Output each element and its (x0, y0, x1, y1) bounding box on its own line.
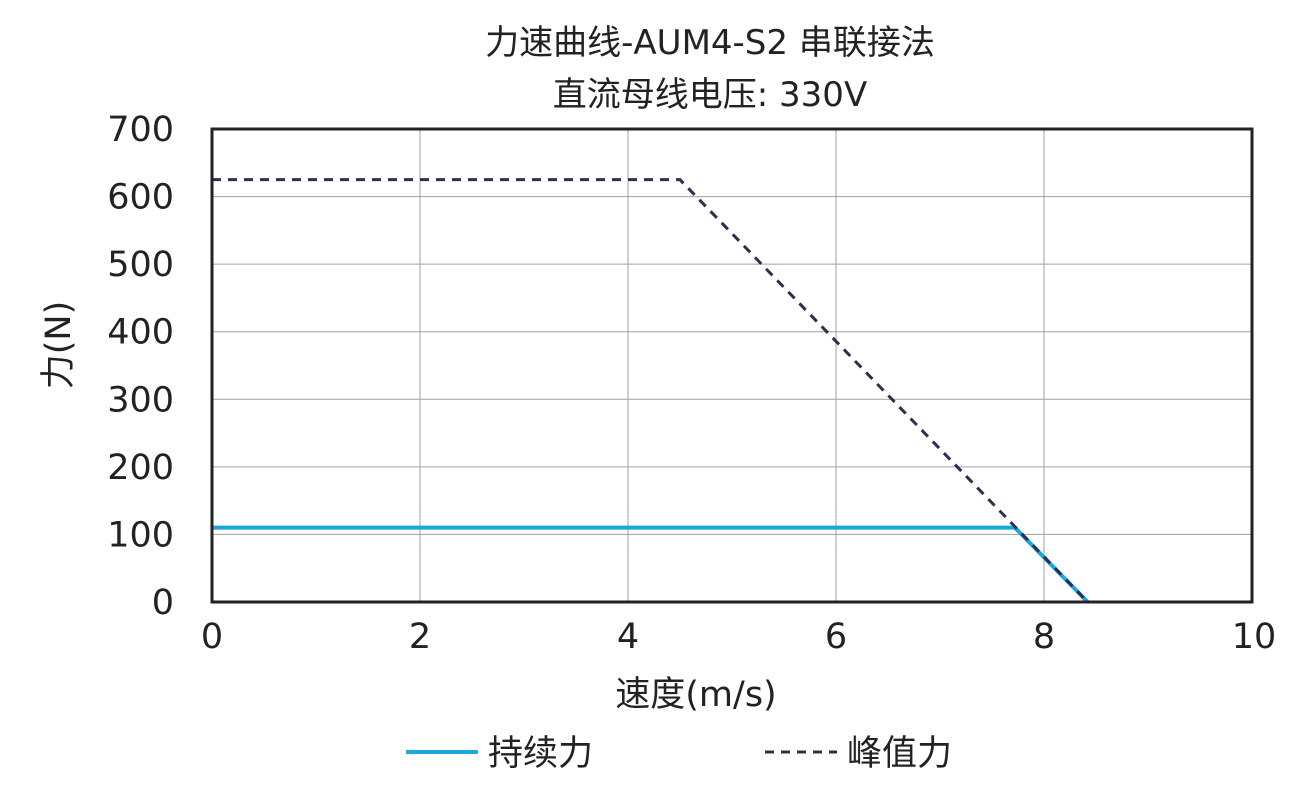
y-tick-label: 600 (107, 178, 174, 218)
legend: 持续力 峰值力 (406, 734, 952, 774)
y-tick-label: 700 (107, 110, 174, 150)
legend-label: 持续力 (488, 734, 593, 774)
x-tick-label: 6 (825, 617, 847, 657)
legend-label: 峰值力 (847, 734, 952, 774)
x-tick-label: 2 (409, 617, 431, 657)
grid-lines (211, 128, 1253, 603)
plot-frame (210, 127, 1254, 604)
y-tick-label: 100 (107, 515, 174, 555)
y-axis-label: 力(N) (39, 301, 79, 390)
y-tick-labels: 0 100 200 300 400 500 600 700 (107, 110, 174, 623)
y-tick-label: 0 (152, 583, 174, 623)
x-tick-label: 8 (1033, 617, 1055, 657)
chart-title: 力速曲线-AUM4-S2 串联接法 (485, 23, 935, 63)
series-layer (212, 178, 1090, 604)
series-line-continuous-force (212, 525, 1090, 604)
y-tick-label: 500 (107, 245, 174, 285)
x-axis-label: 速度(m/s) (615, 675, 776, 715)
x-tick-labels: 0 2 4 6 8 10 (201, 617, 1276, 657)
x-tick-label: 4 (617, 617, 639, 657)
series-line-peak-force (212, 178, 1089, 604)
y-tick-label: 200 (107, 448, 174, 488)
y-tick-label: 300 (107, 380, 174, 420)
y-tick-label: 400 (107, 313, 174, 353)
x-tick-label: 10 (1232, 617, 1277, 657)
x-tick-label: 0 (201, 617, 223, 657)
chart-subtitle: 直流母线电压: 330V (553, 75, 867, 115)
